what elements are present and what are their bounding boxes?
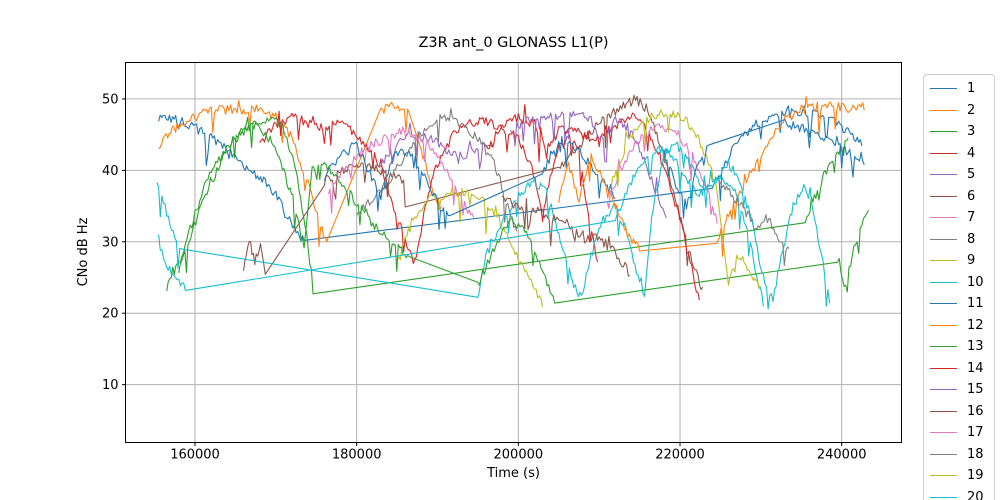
- legend-line-swatch: [930, 195, 957, 197]
- series-line-19: [610, 109, 760, 290]
- series-line-15: [509, 111, 667, 219]
- legend-line-swatch: [930, 281, 957, 283]
- series-line-20: [158, 145, 831, 310]
- legend: 123456789101112131415161718192021: [923, 74, 995, 500]
- series-line-14: [485, 103, 700, 301]
- x-tick-label: 220000: [655, 448, 705, 463]
- y-axis-label: CNo dB Hz: [75, 217, 91, 287]
- legend-line-swatch: [930, 496, 957, 498]
- legend-label: 14: [967, 360, 984, 376]
- x-axis-label: Time (s): [487, 466, 540, 481]
- legend-line-swatch: [930, 260, 957, 262]
- legend-label: 13: [967, 339, 984, 355]
- series-line-5: [380, 122, 495, 170]
- legend-label: 2: [967, 102, 976, 118]
- legend-item-14: 14: [930, 358, 994, 380]
- legend-line-swatch: [930, 475, 957, 477]
- legend-line-swatch: [930, 410, 957, 412]
- legend-item-16: 16: [930, 401, 994, 423]
- legend-line-swatch: [930, 131, 957, 133]
- y-tick-label: 50: [102, 92, 119, 107]
- legend-label: 15: [967, 382, 984, 398]
- legend-item-3: 3: [930, 121, 994, 143]
- legend-item-11: 11: [930, 293, 994, 315]
- series-line-18: [719, 181, 790, 267]
- legend-label: 17: [967, 425, 984, 441]
- y-tick-label: 10: [102, 378, 119, 393]
- legend-label: 19: [967, 468, 984, 484]
- y-tick-label: 30: [102, 235, 119, 250]
- legend-label: 20: [967, 489, 984, 500]
- legend-label: 8: [967, 231, 976, 247]
- legend-line-swatch: [930, 346, 957, 348]
- legend-item-6: 6: [930, 186, 994, 208]
- series-line-13: [178, 116, 869, 304]
- legend-line-swatch: [930, 217, 957, 219]
- axes-frame: [125, 62, 902, 443]
- legend-label: 9: [967, 253, 976, 269]
- legend-item-2: 2: [930, 100, 994, 122]
- series-line-16: [501, 195, 631, 277]
- x-tick-label: 180000: [332, 448, 382, 463]
- series-line-10: [156, 141, 764, 307]
- legend-item-4: 4: [930, 143, 994, 165]
- legend-label: 4: [967, 145, 976, 161]
- legend-item-15: 15: [930, 379, 994, 401]
- series-line-12: [558, 95, 865, 257]
- legend-label: 10: [967, 274, 984, 290]
- legend-item-7: 7: [930, 207, 994, 229]
- legend-item-5: 5: [930, 164, 994, 186]
- legend-line-swatch: [930, 174, 957, 176]
- legend-label: 11: [967, 296, 984, 312]
- legend-line-swatch: [930, 152, 957, 154]
- legend-item-12: 12: [930, 315, 994, 337]
- legend-line-swatch: [930, 432, 957, 434]
- y-tick-label: 40: [102, 164, 119, 179]
- legend-label: 7: [967, 210, 976, 226]
- legend-line-swatch: [930, 109, 957, 111]
- series-group: [156, 94, 869, 310]
- legend-item-8: 8: [930, 229, 994, 251]
- x-tick-label: 160000: [170, 448, 220, 463]
- x-tick-label: 240000: [817, 448, 867, 463]
- legend-item-13: 13: [930, 336, 994, 358]
- legend-item-19: 19: [930, 465, 994, 487]
- legend-item-20: 20: [930, 487, 994, 500]
- series-line-8: [356, 107, 518, 232]
- legend-label: 18: [967, 446, 984, 462]
- legend-line-swatch: [930, 88, 957, 90]
- legend-label: 3: [967, 124, 976, 140]
- legend-line-swatch: [930, 367, 957, 369]
- legend-label: 5: [967, 167, 976, 183]
- series-line-3: [166, 116, 849, 295]
- legend-item-9: 9: [930, 250, 994, 272]
- legend-line-swatch: [930, 238, 957, 240]
- series-line-11: [323, 136, 616, 231]
- legend-line-swatch: [930, 324, 957, 326]
- x-tick-label: 200000: [494, 448, 544, 463]
- y-tick-label: 20: [102, 307, 119, 322]
- legend-item-18: 18: [930, 444, 994, 466]
- legend-line-swatch: [930, 453, 957, 455]
- series-line-7: [327, 126, 475, 218]
- legend-item-17: 17: [930, 422, 994, 444]
- chart-title: Z3R ant_0 GLONASS L1(P): [418, 35, 609, 51]
- legend-item-10: 10: [930, 272, 994, 294]
- legend-label: 1: [967, 81, 976, 97]
- legend-line-swatch: [930, 389, 957, 391]
- series-line-9: [396, 187, 544, 308]
- series-line-2: [158, 99, 443, 247]
- legend-item-1: 1: [930, 78, 994, 100]
- legend-label: 6: [967, 188, 976, 204]
- legend-label: 12: [967, 317, 984, 333]
- legend-label: 16: [967, 403, 984, 419]
- series-line-21: [663, 118, 865, 219]
- series-line-1: [158, 105, 863, 242]
- series-line-17: [606, 123, 718, 224]
- legend-line-swatch: [930, 303, 957, 305]
